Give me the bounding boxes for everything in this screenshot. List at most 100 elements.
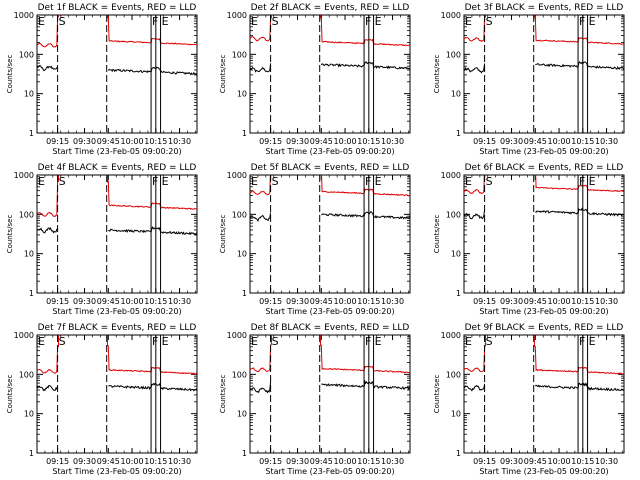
lld-series-line (464, 175, 624, 194)
y-axis-label: Counts/sec (433, 215, 441, 254)
marker-F: F (579, 15, 585, 28)
x-tick-label: 10:15 (571, 457, 594, 466)
events-series-line (250, 379, 410, 394)
x-tick-label: 10:30 (595, 297, 618, 306)
x-tick-label: 10:15 (571, 137, 594, 146)
x-tick-label: 09:45 (524, 457, 547, 466)
y-tick-label: 1000 (227, 331, 247, 340)
plot-area (37, 175, 197, 236)
marker-S: S (59, 15, 66, 28)
plot-frame (463, 174, 625, 294)
marker-F: F (579, 335, 585, 348)
x-tick-label: 09:45 (310, 457, 333, 466)
marker-E-start: E (251, 335, 258, 348)
chart-title: Det 1f BLACK = Events, RED = LLD (38, 3, 197, 13)
y-axis-label: Counts/sec (433, 55, 441, 94)
lld-series-line (250, 175, 410, 197)
events-series-line (250, 61, 410, 73)
x-tick-label: 09:45 (310, 297, 333, 306)
x-tick-label: 10:15 (144, 297, 167, 306)
x-tick-label: 10:30 (381, 297, 404, 306)
y-tick-label: 100 (446, 50, 461, 59)
marker-F: F (365, 335, 371, 348)
marker-E-start: E (465, 335, 472, 348)
chart-panel-5: Det 5f BLACK = Events, RED = LLD 1 10 100 10… (219, 163, 411, 316)
marker-S: S (59, 335, 66, 348)
plot-frame (249, 14, 411, 134)
y-tick-label: 1 (29, 289, 34, 298)
x-tick-label: 09:45 (524, 297, 547, 306)
marker-E-end: E (375, 15, 382, 28)
x-tick-label: 09:30 (500, 297, 523, 306)
x-axis-label: Start Time (23-Feb-05 09:00:20) (52, 147, 181, 156)
y-tick-label: 10 (237, 250, 247, 259)
lld-series-line (464, 335, 624, 375)
y-tick-label: 10 (237, 90, 247, 99)
events-series-line (37, 225, 197, 236)
y-axis-label: Counts/sec (6, 215, 14, 254)
y-tick-label: 100 (232, 50, 247, 59)
plot-frame (463, 334, 625, 454)
plot-area (250, 175, 410, 223)
x-tick-label: 09:15 (259, 297, 282, 306)
x-tick-label: 09:15 (46, 137, 69, 146)
x-tick-label: 10:00 (121, 457, 144, 466)
chart-title: Det 5f BLACK = Events, RED = LLD (251, 163, 410, 173)
x-tick-label: 09:15 (473, 457, 496, 466)
lld-series-line (250, 15, 410, 47)
plot-frame (463, 14, 625, 134)
y-axis-label: Counts/sec (219, 375, 227, 414)
x-tick-label: 10:15 (144, 137, 167, 146)
marker-E-end: E (589, 175, 596, 188)
y-tick-label: 100 (232, 370, 247, 379)
y-tick-label: 100 (19, 210, 34, 219)
x-tick-label: 09:30 (286, 457, 309, 466)
x-tick-label: 10:00 (334, 457, 357, 466)
x-axis-label: Start Time (23-Feb-05 09:00:20) (52, 467, 181, 476)
chart-panel-2: Det 2f BLACK = Events, RED = LLD 1 10 100 10… (219, 3, 411, 156)
x-tick-label: 09:15 (46, 297, 69, 306)
plot-frame (249, 334, 411, 454)
marker-E-end: E (375, 175, 382, 188)
x-tick-label: 09:30 (286, 297, 309, 306)
plot-frame (249, 174, 411, 294)
marker-E-end: E (162, 175, 169, 188)
marker-S: S (486, 15, 493, 28)
lld-series-line (37, 15, 197, 48)
events-series-line (464, 382, 624, 392)
y-tick-label: 10 (24, 90, 34, 99)
x-tick-label: 10:00 (121, 297, 144, 306)
marker-E-start: E (251, 15, 258, 28)
marker-S: S (272, 175, 279, 188)
x-tick-label: 09:45 (97, 457, 120, 466)
marker-S: S (486, 335, 493, 348)
x-axis-label: Start Time (23-Feb-05 09:00:20) (479, 147, 608, 156)
x-tick-label: 09:15 (259, 457, 282, 466)
x-tick-label: 09:30 (73, 457, 96, 466)
y-tick-label: 1000 (441, 331, 461, 340)
x-tick-label: 09:15 (473, 137, 496, 146)
y-tick-label: 1 (242, 449, 247, 458)
y-tick-label: 1000 (14, 11, 34, 20)
x-tick-label: 10:15 (357, 137, 380, 146)
x-tick-label: 09:45 (97, 137, 120, 146)
y-tick-label: 1 (456, 289, 461, 298)
x-tick-label: 09:30 (73, 137, 96, 146)
chart-panel-3: Det 3f BLACK = Events, RED = LLD 1 10 100 10… (433, 3, 625, 156)
x-tick-label: 09:30 (500, 137, 523, 146)
marker-F: F (152, 175, 158, 188)
x-tick-label: 10:00 (334, 137, 357, 146)
x-tick-label: 10:15 (357, 297, 380, 306)
x-tick-label: 10:00 (548, 457, 571, 466)
x-tick-label: 10:00 (334, 297, 357, 306)
x-tick-label: 09:30 (286, 137, 309, 146)
marker-E-start: E (465, 15, 472, 28)
x-tick-label: 09:15 (46, 457, 69, 466)
x-tick-label: 09:15 (259, 137, 282, 146)
marker-E-end: E (162, 335, 169, 348)
events-series-line (250, 211, 410, 223)
y-tick-label: 1 (242, 129, 247, 138)
plot-area (37, 15, 197, 76)
x-tick-label: 09:15 (473, 297, 496, 306)
x-tick-label: 09:45 (524, 137, 547, 146)
